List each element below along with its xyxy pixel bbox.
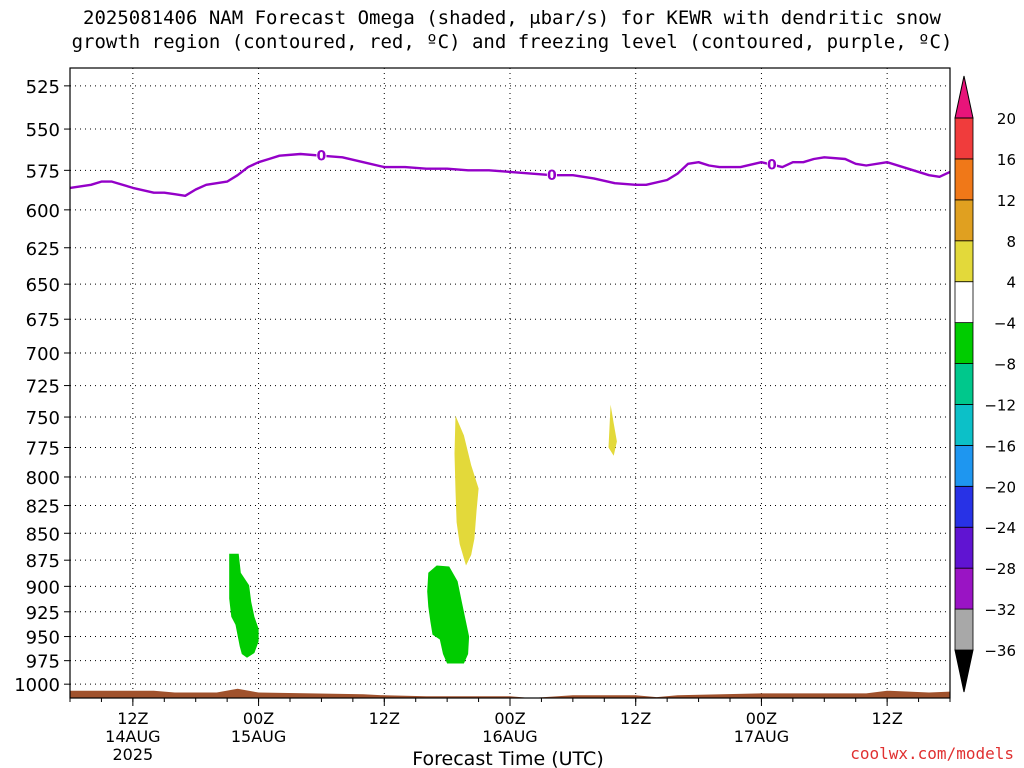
freezing-level-label: 0 [767,158,777,174]
title-line-1: 2025081406 NAM Forecast Omega (shaded, μ… [83,7,941,29]
freezing-label-mask [316,147,327,163]
omega-shading-layer [229,404,617,664]
title-line-2: growth region (contoured, red, ºC) and f… [71,31,953,53]
y-tick-label: 725 [26,377,60,398]
freezing-level-label: 0 [547,168,557,184]
y-tick-label: 775 [26,438,60,459]
x-tick-label: 17AUG [734,727,789,746]
x-tick-label: 00Z [494,709,525,728]
colorbar-label: −4 [994,315,1016,333]
credit-text: coolwx.com/models [850,744,1014,763]
colorbar-label: −36 [984,642,1016,660]
colorbar-label: −28 [984,560,1016,578]
freezing-level-layer: 0 0 0 [69,147,951,198]
colorbar-label: −24 [984,519,1016,537]
colorbar-segment [954,158,974,201]
y-tick-label: 850 [26,524,60,545]
y-tick-label: 625 [26,239,60,260]
colorbar-segment [954,281,974,324]
y-tick-label: 750 [26,408,60,429]
colorbar-label: 16 [997,151,1016,169]
colorbar-segment [954,404,974,446]
colorbar-segment [954,199,974,242]
colorbar-label: −20 [984,478,1016,496]
y-axis: 525 550 575 600 625 650 675 700 725 750 775 800 825 8… [14,77,70,696]
x-tick-label: 2025 [112,745,153,764]
x-tick-label: 16AUG [482,727,537,746]
omega-region [454,415,479,566]
colorbar-segment [954,567,974,610]
y-tick-label: 800 [26,468,60,489]
freezing-label-mask [546,167,557,183]
colorbar-label: −12 [984,396,1016,414]
y-tick-label: 525 [26,77,60,98]
colorbar-label: −8 [994,356,1016,374]
colorbar-segment [954,485,974,528]
terrain-layer [70,688,950,698]
terrain-surface [70,688,950,698]
freezing-level-line [69,152,951,198]
y-tick-label: 975 [26,652,60,673]
colorbar-segment [954,240,974,283]
x-tick-label: 00Z [243,709,274,728]
colorbar-label: 4 [1006,274,1016,292]
y-tick-label: 925 [26,603,60,624]
x-axis-label: Forecast Time (UTC) [412,748,603,768]
colorbar-segment [954,444,974,487]
x-tick-label: 12Z [369,709,400,728]
colorbar-label: −16 [984,437,1016,455]
colorbar-segment [954,526,974,569]
freezing-level-label: 0 [317,149,327,165]
y-tick-label: 675 [26,310,60,331]
y-tick-label: 650 [26,275,60,296]
x-tick-label: 15AUG [231,727,286,746]
x-tick-label: 14AUG [105,727,160,746]
y-tick-label: 1000 [14,675,60,696]
colorbar-label: 8 [1006,233,1016,251]
y-tick-label: 875 [26,551,60,572]
colorbar-label: 12 [997,192,1016,210]
colorbar-top-arrow [954,75,974,119]
y-tick-label: 900 [26,577,60,598]
grid-layer [70,68,950,698]
omega-region [608,404,617,456]
omega-region [427,565,470,664]
freezing-label-mask [766,156,777,172]
chart-title: 2025081406 NAM Forecast Omega (shaded, μ… [0,6,1024,54]
x-tick-label: 12Z [117,709,148,728]
x-tick-label: 12Z [871,709,902,728]
y-tick-label: 575 [26,161,60,182]
x-tick-label: 12Z [620,709,651,728]
y-tick-label: 825 [26,497,60,518]
y-tick-label: 700 [26,344,60,365]
y-tick-label: 550 [26,120,60,141]
colorbar-segment [954,117,974,160]
colorbar-segment [954,363,974,405]
y-tick-label: 950 [26,628,60,649]
colorbar: −36 −32 −28 −24 −20 −16 −12 −8 −4 4 8 12 16 20 [954,75,1016,693]
colorbar-label: −32 [984,601,1016,619]
colorbar-bottom-arrow [954,649,974,693]
omega-region [229,553,259,658]
y-tick-label: 600 [26,201,60,222]
colorbar-segment [954,322,974,364]
x-tick-label: 00Z [746,709,777,728]
colorbar-segment [954,608,974,651]
colorbar-label: 20 [997,110,1016,128]
